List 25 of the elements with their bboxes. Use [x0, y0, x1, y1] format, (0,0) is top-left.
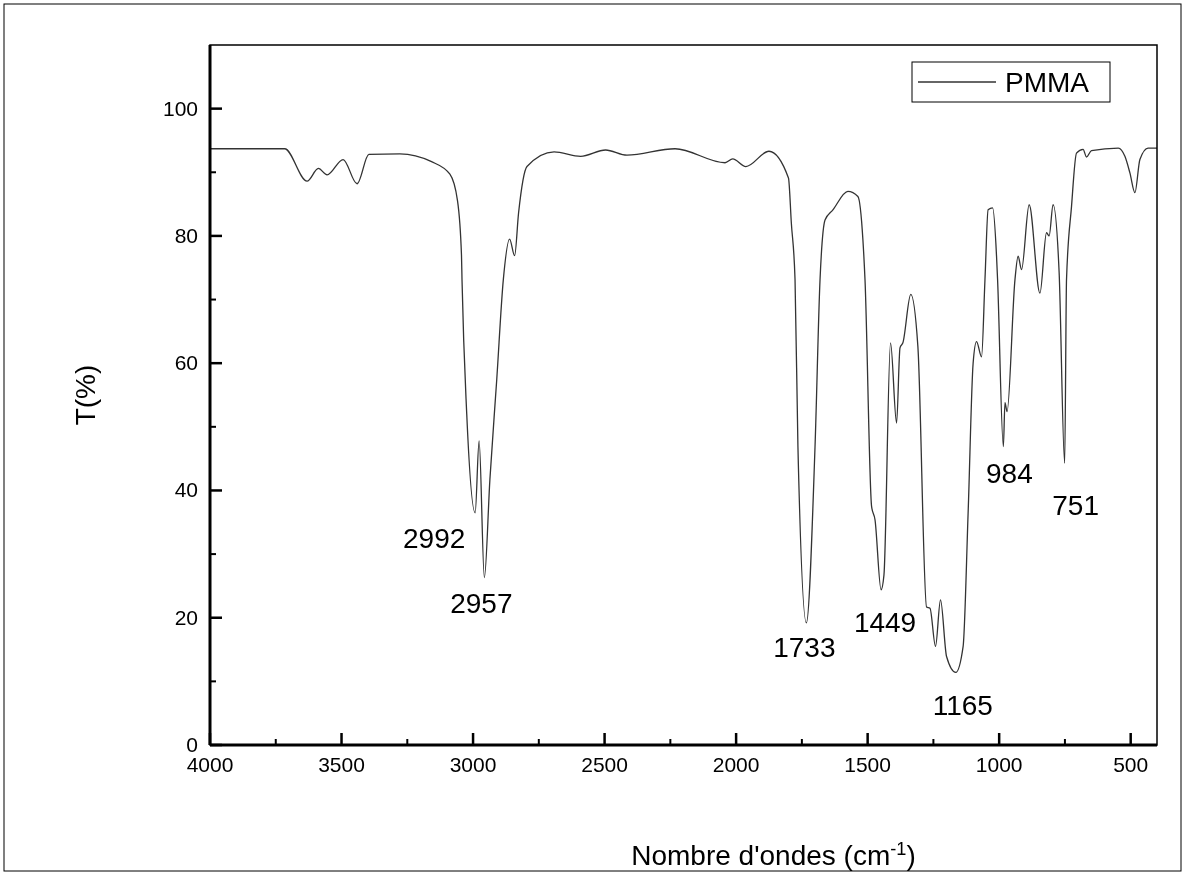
line-series: [209, 147, 1158, 674]
x-tick-label: 2000: [712, 753, 760, 776]
annotation: 984: [986, 457, 1033, 489]
x-tick-label: 4000: [186, 753, 234, 776]
y-axis-title: T(%): [70, 364, 101, 426]
y-tick-label: 40: [174, 478, 198, 502]
annotation: 1165: [932, 690, 993, 722]
y-tick-label: 0: [186, 733, 198, 756]
x-tick-label: 1000: [975, 753, 1023, 776]
y-tick-label: 60: [174, 351, 198, 375]
x-tick-label: 3000: [449, 753, 497, 776]
annotation: 2957: [450, 587, 513, 619]
x-tick-label: 500: [1113, 753, 1149, 776]
y-tick-label: 100: [162, 96, 198, 120]
y-tick-label: 80: [174, 223, 198, 247]
annotation: 1449: [853, 606, 917, 638]
x-tick-label: 1500: [844, 753, 891, 776]
annotation: 2992: [403, 522, 466, 554]
x-tick-label: 3500: [318, 753, 365, 776]
legend-label: PMMA: [1005, 67, 1090, 98]
annotation: 1733: [773, 631, 836, 663]
annotation: 751: [1052, 490, 1100, 522]
x-tick-label: 2500: [581, 753, 628, 776]
x-axis-title: Nombre d'ondes (cm$^{-1}$): [631, 839, 916, 871]
y-tick-label: 20: [174, 605, 198, 629]
